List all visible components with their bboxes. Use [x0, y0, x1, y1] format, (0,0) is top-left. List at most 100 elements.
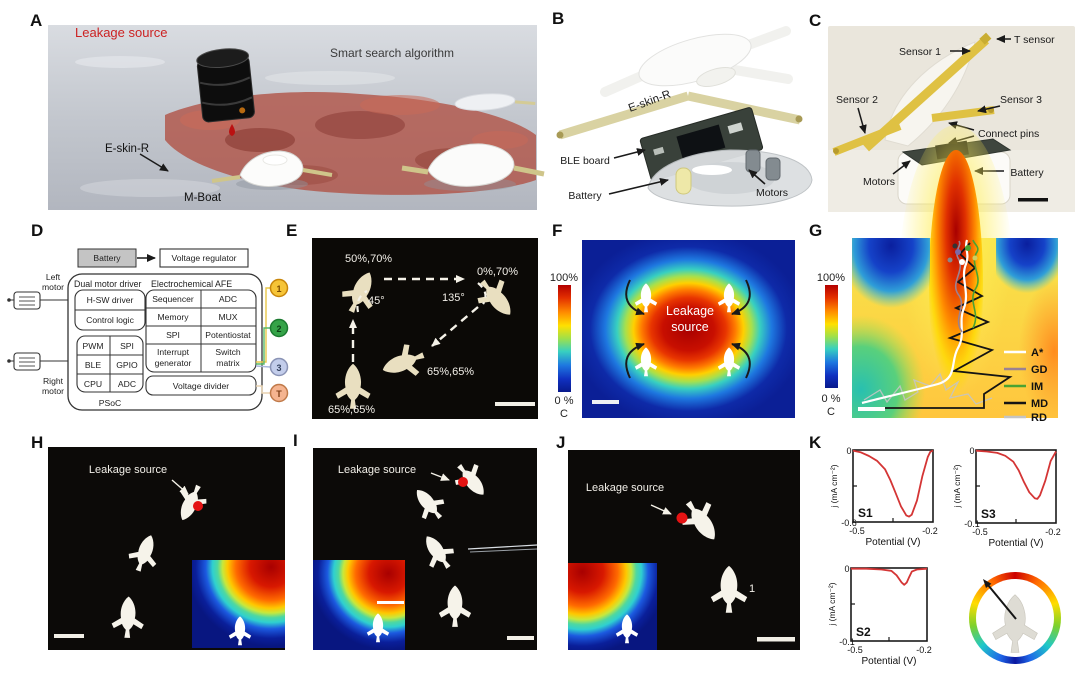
m-boat-3	[454, 93, 536, 111]
svg-text:Memory: Memory	[157, 312, 189, 322]
channel-3-badge	[269, 357, 289, 377]
sensor-tag: S3	[981, 507, 996, 521]
y-axis-label: j (mA cm⁻²)	[952, 464, 962, 508]
angle-label: 135°	[442, 292, 465, 304]
voltage-regulator-box	[159, 248, 249, 268]
plot-s3: 0 -0.1 -0.5 -0.2 Potential (V) j (mA cm⁻…	[952, 446, 1061, 549]
colorbar-unit: C	[560, 408, 568, 420]
psoc-label: PSoC	[99, 398, 121, 408]
colorbar	[825, 285, 838, 388]
right-motor-label: Right	[43, 376, 64, 386]
boat-bottom-hull	[647, 149, 813, 207]
eskin-sensor-strips	[556, 91, 803, 140]
ble-arrow	[613, 148, 646, 159]
m-boat-2	[401, 143, 545, 191]
path-gd	[954, 240, 963, 333]
inset-scale-bar	[377, 601, 404, 604]
panel-letter-a: A	[30, 11, 42, 30]
panel-letter-k: K	[809, 433, 822, 452]
heading-arrowhead	[983, 579, 992, 588]
leakage-arrow	[430, 472, 450, 481]
plot-s2: 0 -0.1 -0.5 -0.2 Potential (V) j (mA cm⁻…	[827, 564, 932, 667]
svg-text:-0.5: -0.5	[972, 527, 988, 537]
eskin-strip	[211, 175, 241, 183]
right-motor-icon	[7, 352, 41, 371]
scale-bar	[757, 637, 795, 642]
svg-text:BLE: BLE	[85, 360, 102, 370]
panel-letter-h: H	[31, 433, 43, 452]
connect-pins-label: Connect pins	[978, 128, 1039, 140]
panel-letter-e: E	[286, 221, 297, 240]
svg-text:3: 3	[276, 363, 281, 373]
heatmap-inset	[313, 560, 405, 650]
boat-number-label: 1	[749, 583, 755, 595]
svg-text:T: T	[276, 389, 282, 399]
colorbar	[558, 285, 571, 392]
svg-text:source: source	[671, 320, 709, 334]
battery-label: Battery	[1010, 167, 1044, 179]
cv-curve-s3	[975, 449, 1057, 500]
panel-letter-g: G	[809, 221, 822, 240]
cv-curve-s1	[852, 449, 934, 518]
svg-text:Control logic: Control logic	[86, 315, 134, 325]
waypoint-label: 65%,65%	[328, 404, 375, 416]
leak-droplet	[229, 124, 235, 136]
svg-text:-0.6: -0.6	[841, 518, 857, 528]
wheel-overlay	[983, 579, 1039, 654]
battery-cell	[675, 167, 692, 195]
leakage-dot	[676, 512, 688, 524]
ble-board-label: BLE board	[560, 155, 610, 167]
eskin-arrow	[139, 153, 169, 172]
path-legend: A* GD IM MD RD	[1004, 347, 1048, 424]
motors-label: Motors	[863, 176, 895, 188]
heading-arrow	[987, 584, 1017, 620]
panel-letter-j: J	[556, 433, 565, 452]
rotation-arrow	[731, 279, 751, 316]
svg-text:CPU: CPU	[84, 379, 102, 389]
leakage-source-label: Leakage source	[75, 25, 168, 40]
panel-letter-c: C	[809, 11, 821, 30]
wire-ch2	[256, 327, 270, 365]
svg-text:ADC: ADC	[118, 379, 136, 389]
plume-heatmap	[852, 125, 1058, 455]
wire-cht	[256, 385, 270, 394]
motors-label: Motors	[756, 187, 788, 199]
svg-text:-0.2: -0.2	[916, 645, 932, 655]
wire-ch1	[256, 287, 270, 363]
leakage-dot	[458, 477, 468, 487]
x-axis-label: Potential (V)	[988, 538, 1043, 549]
scale-bar	[858, 407, 885, 411]
pipette	[467, 544, 538, 550]
svg-text:-0.2: -0.2	[1045, 527, 1061, 537]
orientation-color-wheel	[969, 572, 1061, 664]
panel-h-experiment: Leakage source	[48, 447, 285, 650]
smart-search-label: Smart search algorithm	[330, 46, 454, 60]
wire-ch3	[255, 365, 271, 368]
panel-letter-f: F	[552, 221, 562, 240]
legend-gd: GD	[1031, 364, 1048, 376]
scale-bar	[1018, 198, 1048, 202]
panel-e-waypoint-photo: 50%,70% 0%,70% 45° 135° 65%,65% 65%,65%	[312, 238, 538, 419]
battery-box	[77, 248, 137, 268]
ble-pcb	[639, 107, 764, 182]
eskin-strip	[401, 165, 429, 175]
battery-arrow	[608, 177, 669, 195]
colorbar-unit: C	[827, 406, 835, 418]
colorbar-min: 0 %	[822, 393, 841, 405]
colorbar-max: 100%	[550, 272, 578, 284]
panel-k-voltammetry: 0 -0.6 -0.5 -0.2 Potential (V) j (mA cm⁻…	[827, 446, 1061, 667]
path-im	[972, 239, 979, 329]
svg-text:motor: motor	[42, 282, 64, 292]
svg-text:-0.2: -0.2	[922, 526, 938, 536]
svg-text:-0.1: -0.1	[964, 519, 980, 529]
svg-text:Switch: Switch	[215, 347, 241, 357]
legend-rd: RD	[1031, 412, 1047, 424]
motors-arrow	[748, 169, 766, 185]
panel-letter-b: B	[552, 9, 564, 28]
panel-j-experiment: 1 Leakage source	[568, 450, 800, 650]
scale-bar	[507, 636, 534, 640]
path-md	[866, 242, 1013, 409]
sensor2-label: Sensor 2	[836, 94, 878, 106]
colorbar-min: 0 %	[555, 395, 574, 407]
